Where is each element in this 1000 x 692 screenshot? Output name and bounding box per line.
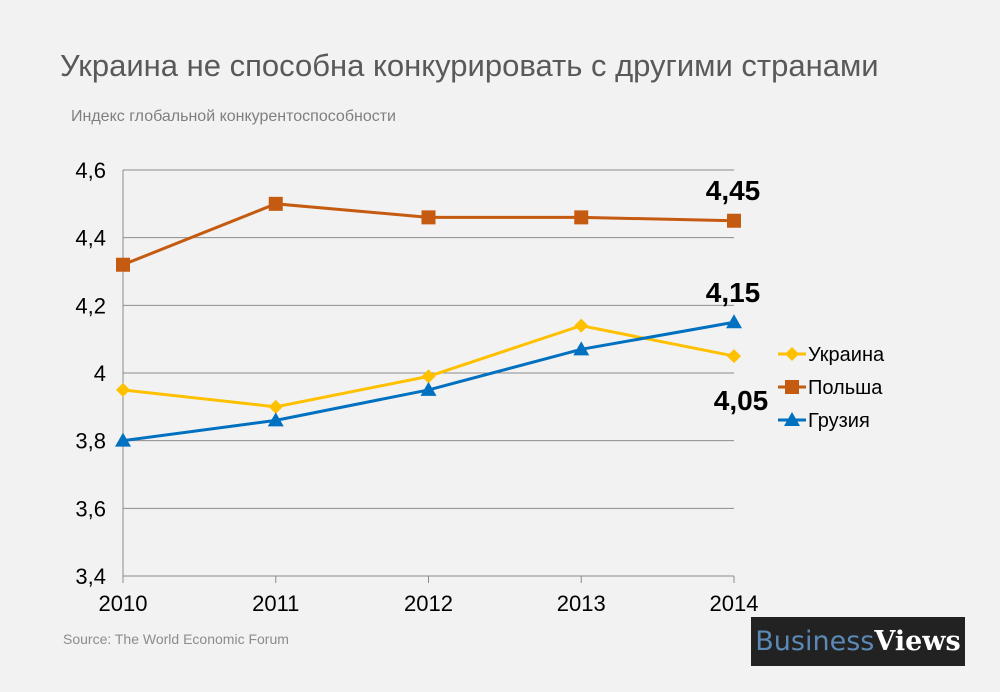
data-point <box>116 257 130 272</box>
data-point <box>268 196 283 211</box>
legend-label: Грузия <box>808 410 870 432</box>
data-point <box>726 314 742 329</box>
logo-text-business: Business <box>755 626 875 657</box>
logo-text-views: Views <box>874 626 961 657</box>
chart-subtitle: Индекс глобальной конкурентоспособности <box>71 108 396 125</box>
y-tick-label: 4,4 <box>75 226 106 251</box>
data-point <box>727 213 741 228</box>
data-point <box>421 369 436 384</box>
legend-marker <box>785 380 799 394</box>
y-tick-label: 4,2 <box>75 293 106 318</box>
data-point <box>267 412 284 427</box>
x-tick-label: 2011 <box>252 591 299 616</box>
x-tick-label: 2014 <box>710 591 759 616</box>
x-tick-label: 2012 <box>404 591 453 616</box>
data-label: 4,05 <box>714 385 769 416</box>
data-point <box>116 382 130 397</box>
legend-label: Польша <box>808 377 883 399</box>
data-label: 4,15 <box>706 277 761 308</box>
data-point <box>268 399 283 414</box>
chart-title: Украина не способна конкурировать с друг… <box>60 48 879 83</box>
y-tick-label: 4,6 <box>75 158 106 183</box>
data-point <box>574 318 589 333</box>
data-point <box>115 432 131 447</box>
legend-label: Украина <box>808 344 885 366</box>
data-point <box>573 341 590 356</box>
y-tick-label: 3,8 <box>75 429 106 454</box>
y-tick-label: 3,4 <box>75 564 106 589</box>
businessviews-logo: Business Views <box>751 617 965 666</box>
data-point <box>420 381 437 396</box>
x-tick-label: 2010 <box>99 591 148 616</box>
data-point <box>421 210 436 225</box>
y-tick-label: 4 <box>94 361 106 386</box>
y-tick-label: 3,6 <box>75 496 106 521</box>
data-point <box>727 349 741 364</box>
source-note: Source: The World Economic Forum <box>63 631 289 647</box>
data-point <box>574 210 589 225</box>
x-tick-label: 2013 <box>557 591 606 616</box>
data-label: 4,45 <box>706 175 761 206</box>
legend-marker <box>785 347 799 361</box>
legend-marker <box>784 412 800 426</box>
